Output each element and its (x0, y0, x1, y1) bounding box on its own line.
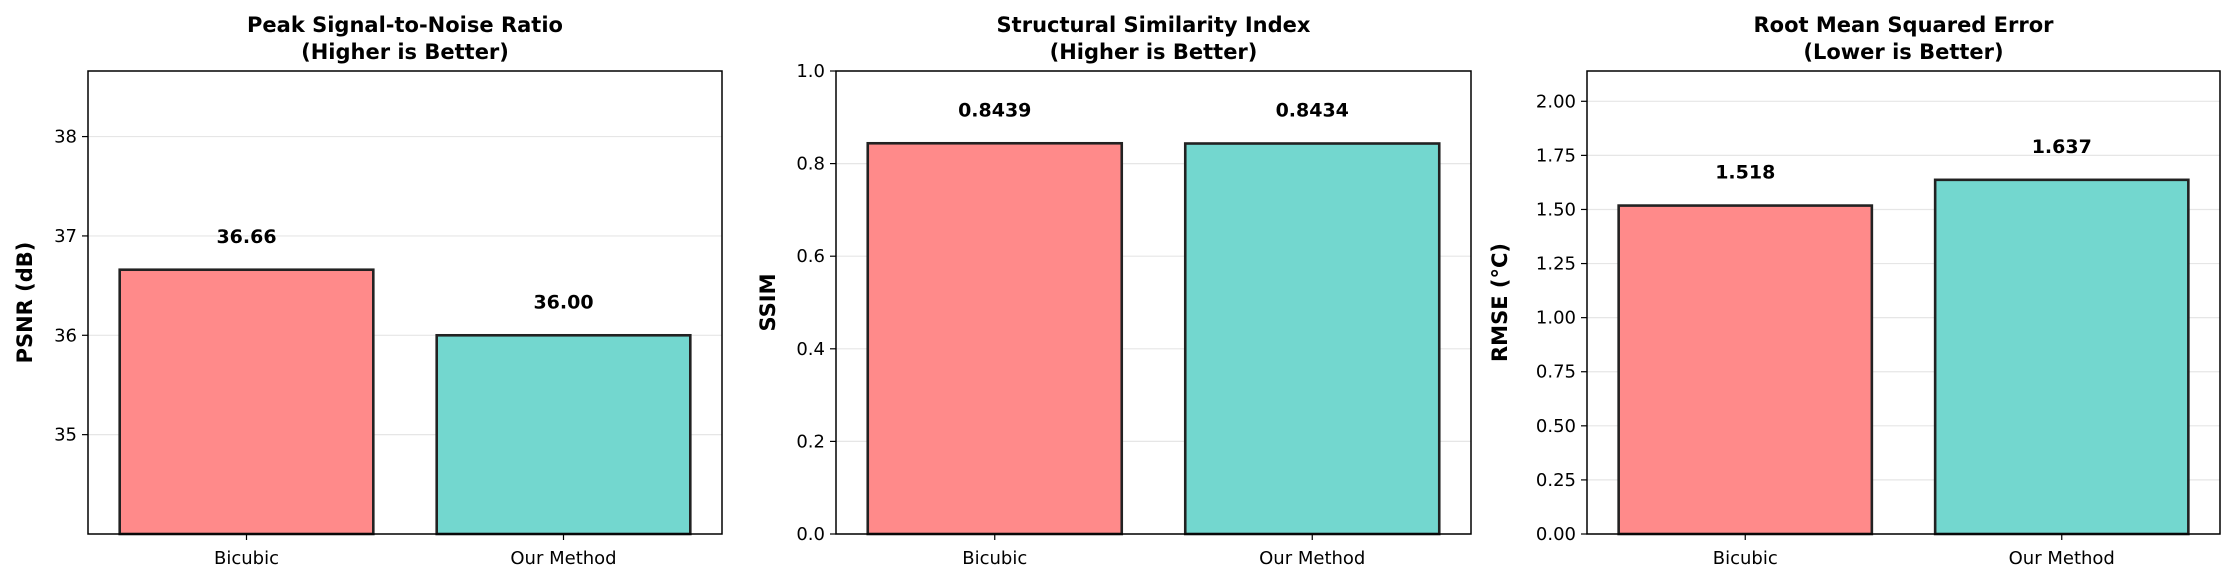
y-tick-label: 36 (54, 325, 77, 346)
x-tick-label: Bicubic (1713, 548, 1778, 569)
y-axis-label: SSIM (756, 273, 780, 331)
x-tick-label: Bicubic (962, 548, 1027, 569)
bar-bicubic (118, 268, 375, 536)
chart-panel-3: 1.518 Bicubic 1.637 Our Method 0.00 0.25 0.50 0… (1488, 13, 2221, 569)
y-tick-label: 1.00 (1536, 308, 1576, 329)
y-tick-label: 1.50 (1536, 199, 1576, 220)
chart-title: Peak Signal-to-Noise Ratio (247, 13, 563, 37)
y-tick-label: 38 (54, 127, 77, 148)
x-tick-label: Our Method (2009, 548, 2115, 569)
bar-our-method (1183, 142, 1441, 536)
y-tick-label: 0.50 (1536, 416, 1576, 437)
x-tick-label: Bicubic (214, 548, 279, 569)
plot-frame (87, 70, 723, 535)
bar-our-method (435, 333, 692, 536)
x-tick-label: Our Method (1259, 548, 1365, 569)
y-tick-label: 1.75 (1536, 145, 1576, 166)
y-tick-label: 0.00 (1536, 524, 1576, 545)
chart-subtitle: (Lower is Better) (1803, 40, 2003, 64)
y-tick-label: 0.75 (1536, 362, 1576, 383)
chart-panel-1: 36.66 Bicubic 36.00 Our Method 35 36 37 38 Peak … (13, 13, 723, 569)
y-tick-label: 0.2 (796, 431, 825, 452)
y-tick-label: 0.6 (796, 246, 825, 267)
y-axis-label: PSNR (dB) (13, 242, 37, 364)
data-label: 0.8439 (958, 99, 1031, 121)
plot-frame (835, 70, 1472, 535)
y-tick-label: 37 (54, 226, 77, 247)
bar-bicubic (1617, 204, 1874, 536)
data-label: 36.66 (216, 226, 276, 248)
x-tick-label: Our Method (510, 548, 616, 569)
y-tick-label: 0.0 (796, 524, 825, 545)
chart-title: Root Mean Squared Error (1753, 13, 2054, 37)
y-tick-label: 1.0 (796, 61, 825, 82)
data-label: 1.518 (1715, 162, 1775, 184)
chart-subtitle: (Higher is Better) (1050, 40, 1258, 64)
bar-bicubic (866, 141, 1124, 536)
chart-title: Structural Similarity Index (997, 13, 1311, 37)
chart-panel-2: 0.8439 Bicubic 0.8434 Our Method 0.0 0.2 0.4 0.… (756, 13, 1472, 569)
data-label: 0.8434 (1276, 100, 1349, 122)
y-tick-label: 35 (54, 425, 77, 446)
y-tick-label: 0.8 (796, 154, 825, 175)
y-tick-label: 2.00 (1536, 91, 1576, 112)
y-tick-label: 0.4 (796, 339, 825, 360)
bar-our-method (1933, 178, 2190, 536)
data-label: 1.637 (2032, 136, 2092, 158)
y-tick-label: 1.25 (1536, 254, 1576, 275)
y-axis-label: RMSE (°C) (1488, 243, 1512, 362)
chart-subtitle: (Higher is Better) (301, 40, 509, 64)
plot-frame (1586, 70, 2221, 535)
data-label: 36.00 (533, 291, 593, 313)
y-tick-label: 0.25 (1536, 470, 1576, 491)
